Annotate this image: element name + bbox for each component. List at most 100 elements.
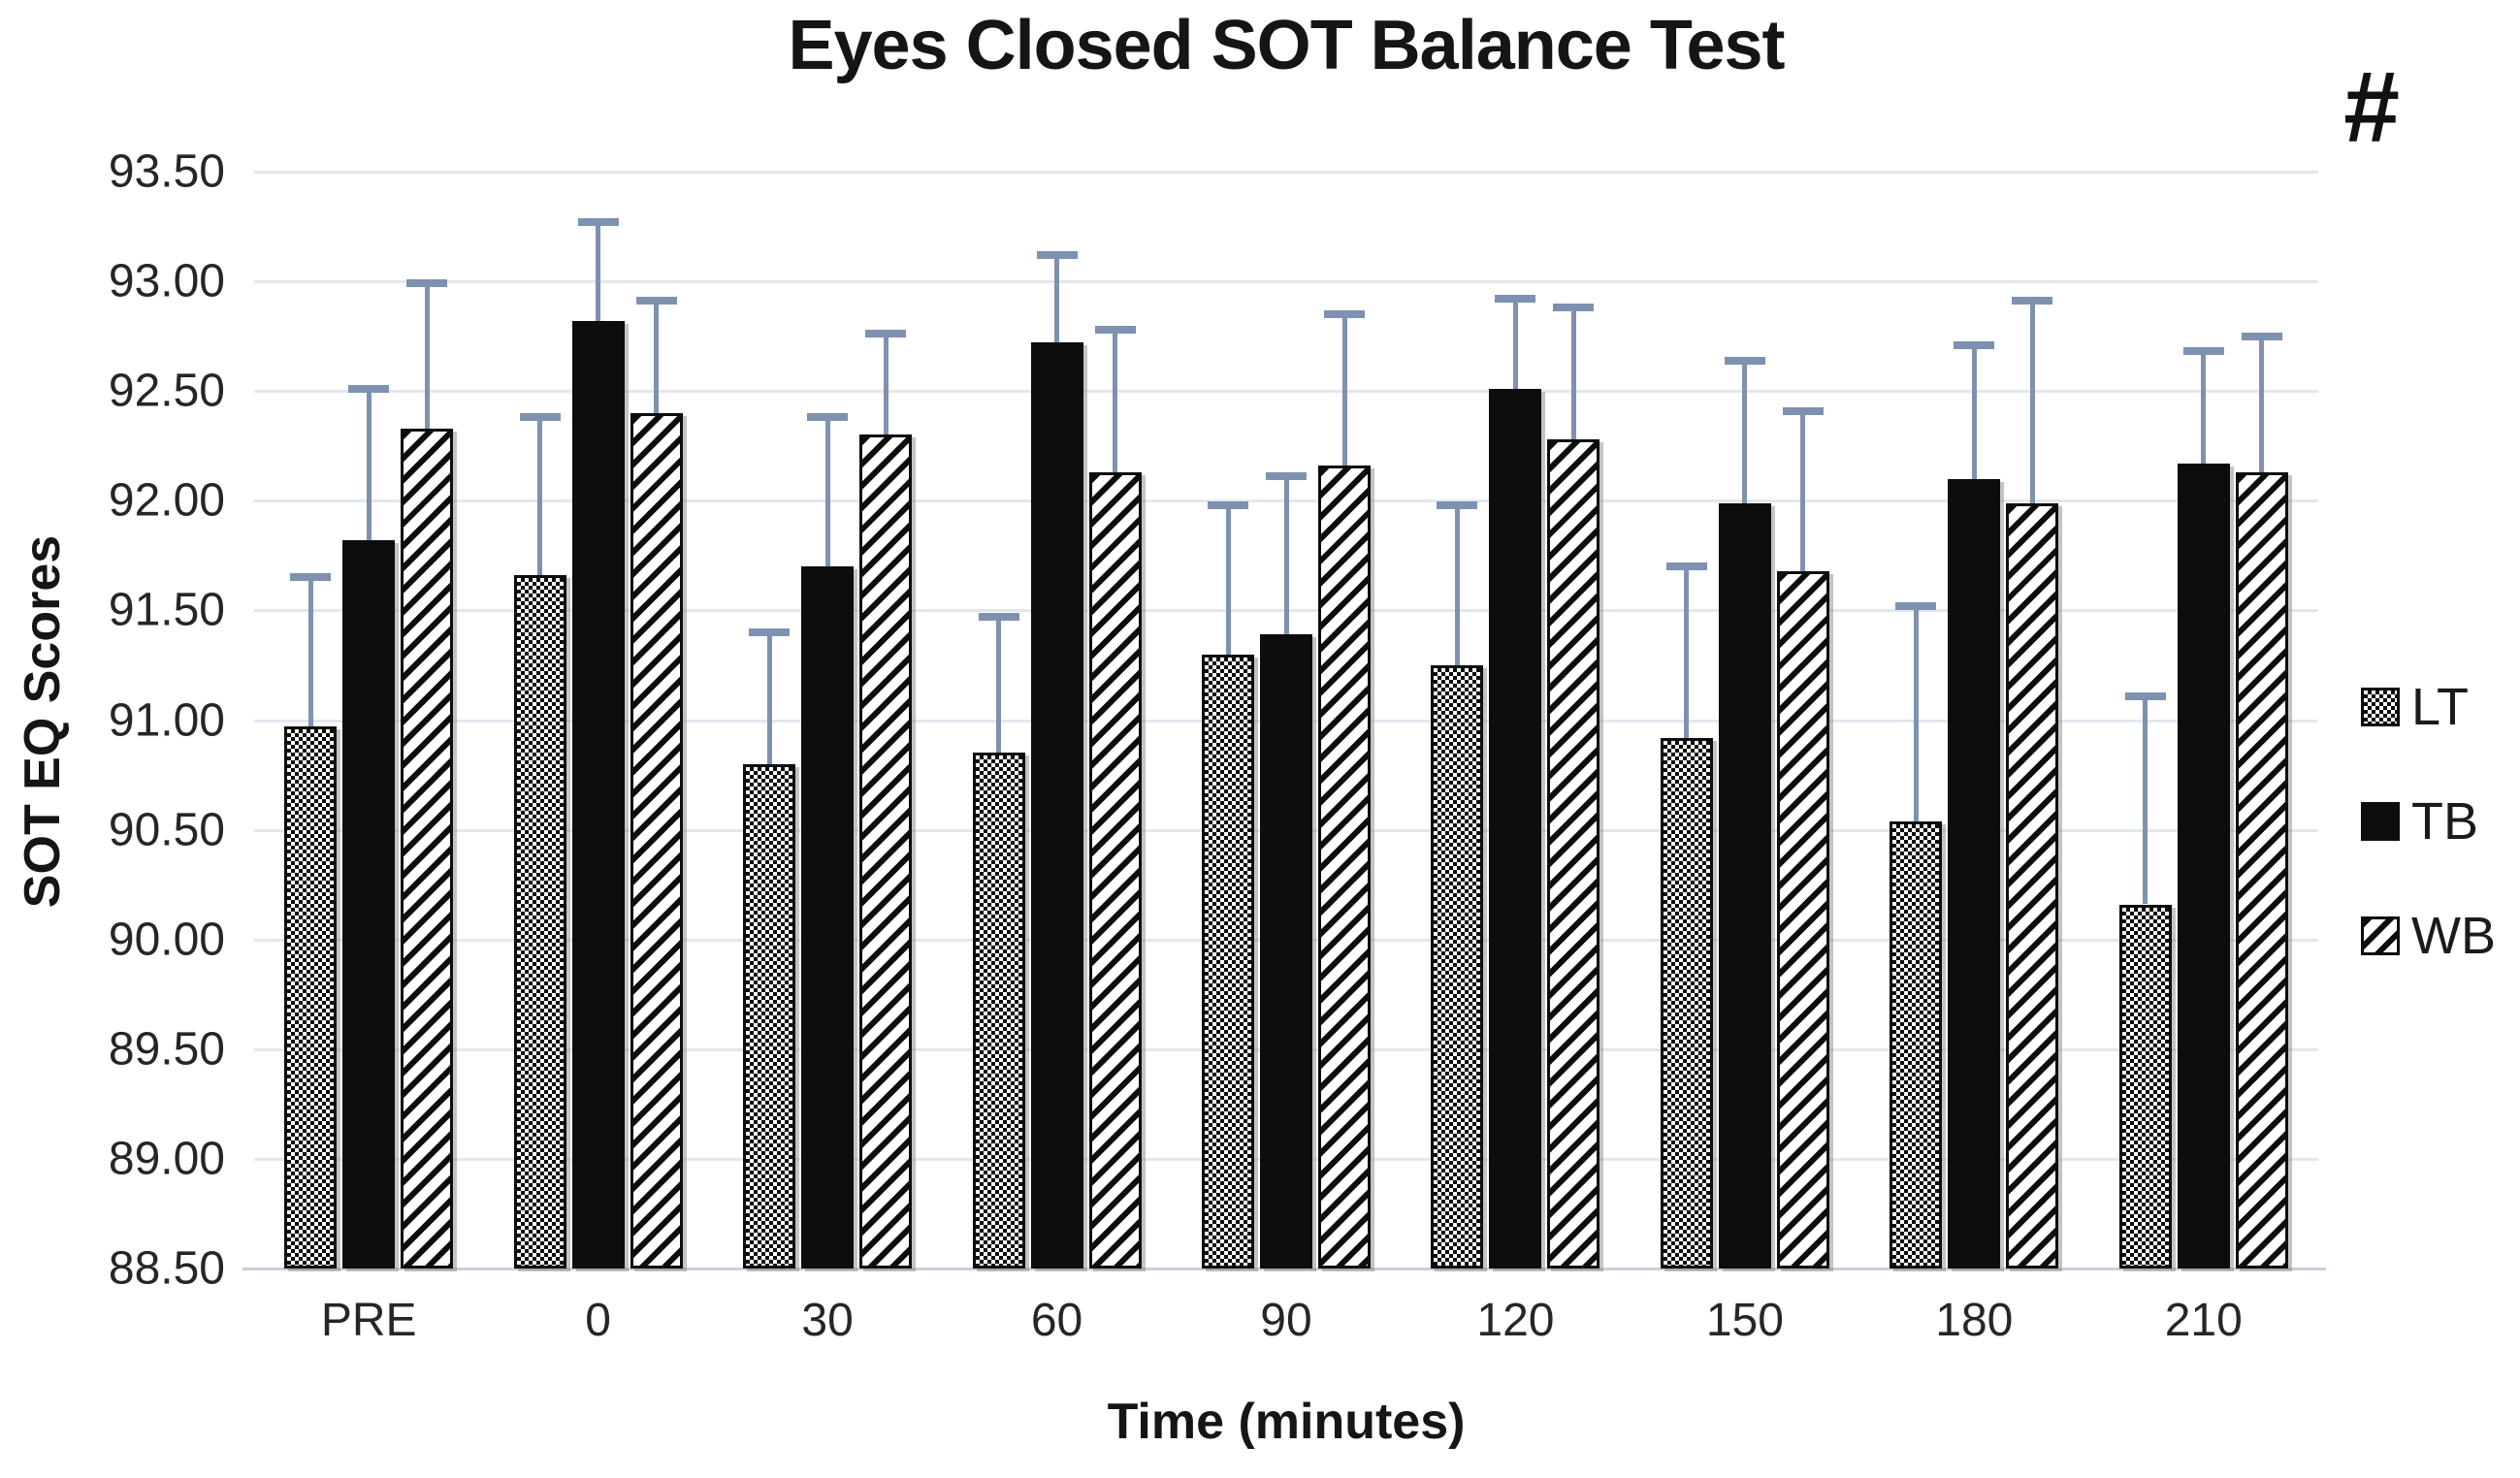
error-bar-cap-WB-90	[1324, 310, 1365, 319]
y-axis-tick-label: 90.50	[108, 804, 225, 856]
x-axis-tick-label: 210	[2164, 1295, 2243, 1346]
y-axis-tick-label: 92.00	[108, 474, 225, 527]
significance-marker: #	[2343, 51, 2400, 164]
legend-item-TB: TB	[2361, 795, 2496, 848]
error-bar-LT-210	[2143, 695, 2148, 905]
bar-WB-PRE	[401, 428, 454, 1269]
error-bar-cap-WB-0	[635, 297, 677, 305]
error-bar-WB-60	[1113, 329, 1118, 472]
x-axis-tick-label: 0	[585, 1295, 611, 1346]
error-bar-LT-120	[1454, 504, 1460, 665]
error-bar-cap-LT-PRE	[290, 573, 332, 582]
error-bar-TB-60	[1054, 254, 1060, 343]
error-bar-TB-210	[2201, 351, 2207, 464]
error-bar-cap-TB-120	[1495, 295, 1536, 304]
error-bar-TB-0	[596, 222, 601, 321]
error-bar-cap-LT-30	[749, 628, 791, 637]
error-bar-cap-LT-60	[978, 613, 1019, 622]
bar-TB-120	[1489, 388, 1542, 1269]
y-axis-tick-label: 91.00	[108, 694, 225, 746]
y-axis-tick-label: 92.50	[108, 365, 225, 417]
error-bar-LT-180	[1913, 605, 1919, 821]
error-bar-WB-0	[654, 301, 660, 413]
y-axis-tick-label: 88.50	[108, 1242, 225, 1295]
legend-swatch-checker-icon	[2361, 688, 2400, 726]
error-bar-cap-TB-210	[2182, 347, 2224, 356]
y-axis-tick-label: 93.00	[108, 255, 225, 307]
error-bar-TB-180	[1971, 344, 1977, 479]
bar-LT-210	[2118, 904, 2172, 1269]
error-bar-cap-WB-150	[1782, 406, 1824, 415]
error-bar-cap-LT-90	[1208, 500, 1248, 509]
bar-WB-180	[2006, 502, 2059, 1269]
error-bar-TB-120	[1512, 299, 1518, 389]
error-bar-WB-120	[1570, 307, 1576, 439]
bar-WB-30	[859, 434, 913, 1269]
gridline	[254, 280, 2318, 284]
error-bar-cap-WB-120	[1553, 304, 1595, 312]
error-bar-WB-150	[1800, 410, 1806, 571]
error-bar-cap-TB-30	[807, 413, 849, 422]
bar-LT-180	[1890, 820, 1943, 1269]
bar-TB-90	[1260, 634, 1312, 1269]
y-axis-tick-label: 91.50	[108, 584, 225, 636]
bar-TB-0	[571, 320, 625, 1269]
bar-WB-0	[630, 412, 683, 1269]
error-bar-cap-TB-60	[1036, 250, 1078, 259]
error-bar-cap-TB-180	[1954, 340, 1995, 349]
legend-label: TB	[2411, 792, 2479, 851]
error-bar-LT-PRE	[307, 577, 313, 727]
x-axis-tick-label: 120	[1476, 1295, 1555, 1346]
legend-item-LT: LT	[2361, 681, 2496, 733]
x-axis-tick-label: 180	[1935, 1295, 2014, 1346]
bar-LT-90	[1202, 654, 1254, 1269]
error-bar-LT-150	[1684, 566, 1690, 738]
error-bar-cap-WB-30	[865, 330, 907, 338]
bar-LT-60	[972, 753, 1025, 1269]
bar-LT-150	[1660, 737, 1713, 1269]
error-bar-LT-30	[766, 632, 772, 764]
bar-TB-PRE	[342, 540, 396, 1269]
error-bar-LT-60	[996, 617, 1002, 754]
error-bar-TB-30	[824, 417, 830, 567]
y-axis-tick-label: 89.00	[108, 1133, 225, 1185]
x-axis-tick-label: 30	[801, 1295, 854, 1346]
error-bar-TB-150	[1742, 360, 1748, 503]
bar-WB-150	[1776, 570, 1829, 1269]
bar-TB-60	[1030, 342, 1083, 1269]
legend-swatch-solid-icon	[2361, 802, 2400, 841]
bar-TB-210	[2177, 463, 2230, 1269]
error-bar-cap-LT-210	[2124, 691, 2166, 700]
error-bar-cap-TB-0	[577, 218, 619, 227]
error-bar-WB-180	[2029, 301, 2035, 503]
y-axis-tick-label: 90.00	[108, 914, 225, 966]
x-axis-tick-label: 60	[1030, 1295, 1083, 1346]
legend-swatch-diagonal-icon	[2361, 916, 2400, 955]
error-bar-cap-WB-180	[2012, 297, 2053, 305]
bar-TB-150	[1718, 502, 1771, 1269]
legend: LT TB WB	[2361, 681, 2496, 962]
error-bar-WB-PRE	[424, 283, 430, 429]
error-bar-cap-LT-120	[1437, 500, 1478, 509]
error-bar-cap-LT-0	[519, 413, 561, 422]
error-bar-cap-WB-210	[2241, 332, 2282, 340]
error-bar-LT-90	[1225, 504, 1231, 655]
bar-TB-30	[801, 566, 855, 1269]
gridline	[254, 390, 2318, 394]
error-bar-cap-TB-150	[1724, 356, 1765, 365]
error-bar-LT-0	[537, 417, 543, 576]
error-bar-TB-90	[1283, 476, 1289, 635]
y-axis-tick-label: 89.50	[108, 1023, 225, 1076]
error-bar-WB-90	[1341, 314, 1347, 466]
bar-LT-120	[1431, 664, 1484, 1269]
bar-WB-90	[1318, 466, 1371, 1269]
error-bar-WB-30	[883, 334, 888, 435]
bar-LT-0	[513, 575, 566, 1269]
gridline	[254, 171, 2318, 174]
error-bar-cap-WB-PRE	[406, 279, 448, 288]
error-bar-cap-LT-150	[1665, 562, 1707, 571]
bar-WB-210	[2235, 471, 2288, 1269]
error-bar-cap-LT-180	[1895, 601, 1937, 610]
